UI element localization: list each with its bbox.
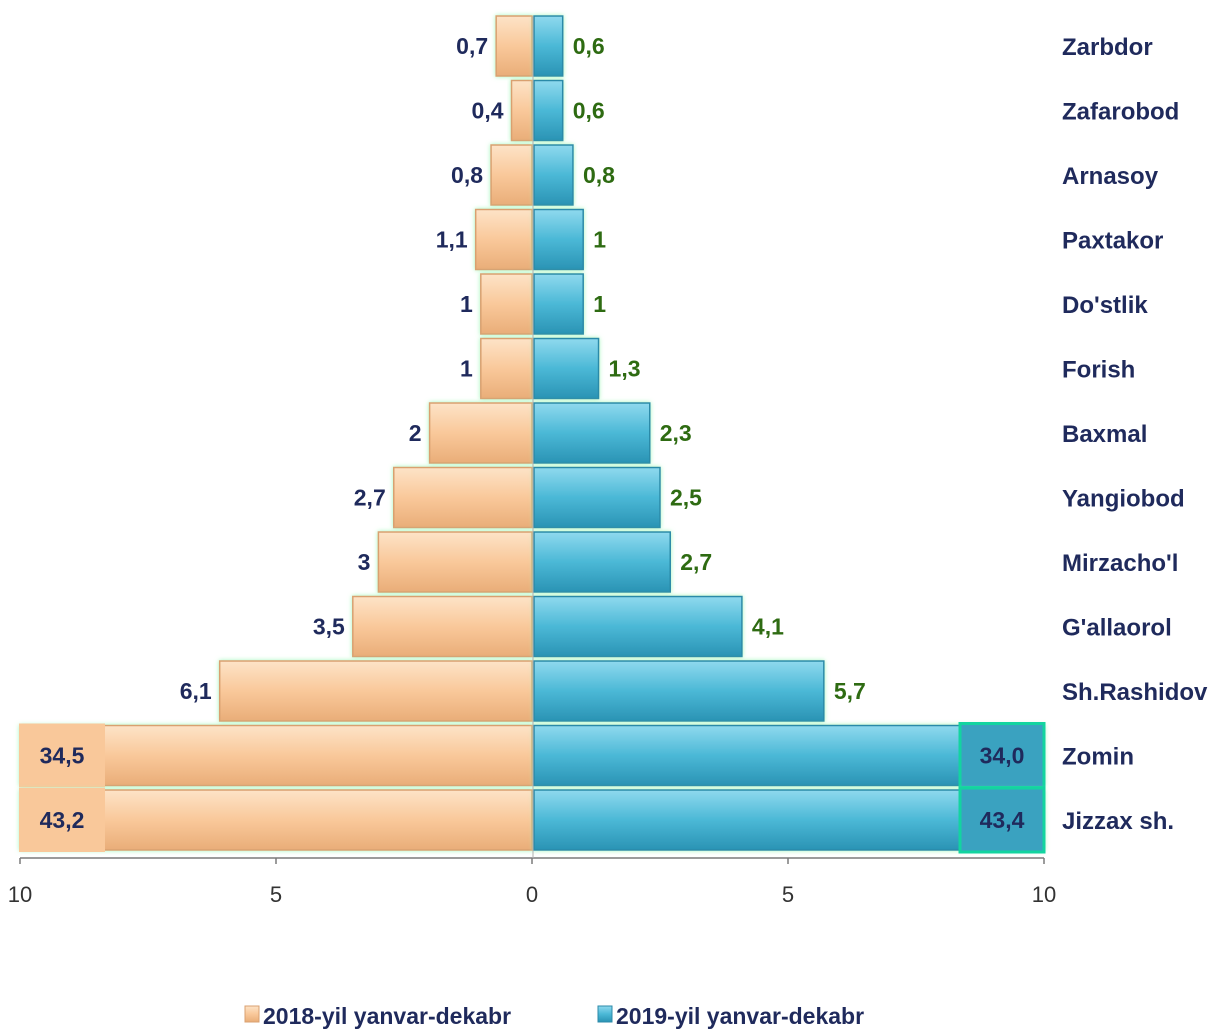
bar-2018-5 [480, 337, 533, 400]
x-tick-label-4: 10 [1032, 882, 1056, 907]
legend-label-1: 2019-yil yanvar-dekabr [616, 1003, 864, 1029]
bar-2018-4 [480, 273, 533, 335]
value-label-2019-11: 34,0 [980, 743, 1025, 769]
label-box-2019-12 [958, 786, 1046, 854]
bar-2019-4 [533, 273, 584, 335]
value-label-2019-8: 2,7 [680, 549, 712, 575]
value-label-2019-12: 43,4 [980, 807, 1025, 833]
bar-2019-10 [533, 660, 825, 722]
value-label-2018-4: 1 [460, 291, 473, 317]
value-label-2019-5: 1,3 [609, 356, 641, 382]
category-label-2: Arnasoy [1062, 163, 1159, 190]
label-box-2018-12 [19, 788, 105, 852]
value-label-2019-6: 2,3 [660, 420, 692, 446]
value-label-2018-8: 3 [358, 549, 371, 575]
category-label-9: G'allaorol [1062, 615, 1172, 642]
x-tick-label-1: 5 [270, 882, 282, 907]
bar-2019-6 [533, 402, 651, 464]
value-label-2018-12: 43,2 [40, 807, 85, 833]
bar-2018-11 [19, 724, 533, 787]
category-label-3: Paxtakor [1062, 228, 1163, 255]
value-label-2019-3: 1 [593, 227, 606, 253]
value-label-2019-0: 0,6 [573, 33, 605, 59]
value-label-2019-7: 2,5 [670, 485, 702, 511]
value-label-2019-1: 0,6 [573, 98, 605, 124]
x-axis: 10 5 0 5 10 [8, 16, 1056, 907]
bar-2019-3 [533, 208, 584, 271]
bar-2019-5 [533, 337, 600, 400]
bar-2018-8 [377, 531, 533, 593]
bar-2019-9 [533, 595, 743, 658]
legend-label-0: 2018-yil yanvar-dekabr [263, 1003, 511, 1029]
category-label-10: Sh.Rashidov t. [1062, 679, 1211, 706]
label-box-2019-11 [958, 722, 1046, 789]
bar-2018-12 [19, 789, 533, 851]
category-label-4: Do'stlik [1062, 292, 1148, 319]
category-label-8: Mirzacho'l [1062, 550, 1178, 577]
value-label-2018-3: 1,1 [436, 227, 468, 253]
value-labels-layer: 0,7 0,6 0,4 0,6 0,8 0,8 1,1 1 1 1 1 1,3 2 2,3 2,7 2,5 3 2… [40, 33, 1025, 833]
category-labels-layer: Zarbdor Zafarobod Arnasoy Paxtakor Do'stlik F… [1062, 34, 1211, 835]
value-label-2018-10: 6,1 [180, 678, 212, 704]
x-tick-label-2: 0 [526, 882, 538, 907]
bar-2018-2 [490, 144, 533, 206]
value-label-2018-0: 0,7 [456, 33, 488, 59]
bar-2019-1 [533, 79, 564, 142]
value-label-2018-7: 2,7 [354, 485, 386, 511]
bars-layer [19, 15, 1046, 854]
bar-2018-6 [428, 402, 533, 464]
x-tick-label-3: 5 [782, 882, 794, 907]
category-label-7: Yangiobod [1062, 486, 1185, 513]
value-label-2018-11: 34,5 [40, 743, 85, 769]
value-label-2018-6: 2 [409, 420, 422, 446]
category-label-1: Zafarobod [1062, 99, 1179, 126]
value-label-2018-5: 1 [460, 356, 473, 382]
bar-2019-0 [533, 15, 564, 77]
legend-swatch-0 [244, 1005, 260, 1023]
label-box-2018-11 [19, 723, 105, 788]
bar-2018-10 [218, 660, 533, 722]
category-label-12: Jizzax sh. [1062, 808, 1174, 835]
bar-2018-7 [393, 466, 533, 529]
legend: 2018-yil yanvar-dekabr 2019-yil yanvar-de… [244, 1003, 864, 1029]
bar-2018-0 [495, 15, 533, 77]
legend-swatch-1 [597, 1005, 613, 1023]
category-label-5: Forish [1062, 357, 1135, 384]
value-label-2018-9: 3,5 [313, 614, 345, 640]
bar-2019-2 [533, 144, 574, 206]
category-label-6: Baxmal [1062, 421, 1147, 448]
category-label-11: Zomin [1062, 744, 1134, 771]
value-label-2019-10: 5,7 [834, 678, 866, 704]
bar-2018-1 [510, 79, 533, 142]
value-label-2019-2: 0,8 [583, 162, 615, 188]
bar-2019-8 [533, 531, 671, 593]
category-label-0: Zarbdor [1062, 34, 1153, 61]
bar-2019-7 [533, 466, 661, 529]
bar-2018-3 [474, 208, 533, 271]
value-label-2019-9: 4,1 [752, 614, 784, 640]
value-label-2018-1: 0,4 [472, 98, 504, 124]
x-tick-label-0: 10 [8, 882, 32, 907]
bar-2018-9 [352, 595, 533, 658]
value-label-2018-2: 0,8 [451, 162, 483, 188]
value-label-2019-4: 1 [593, 291, 606, 317]
